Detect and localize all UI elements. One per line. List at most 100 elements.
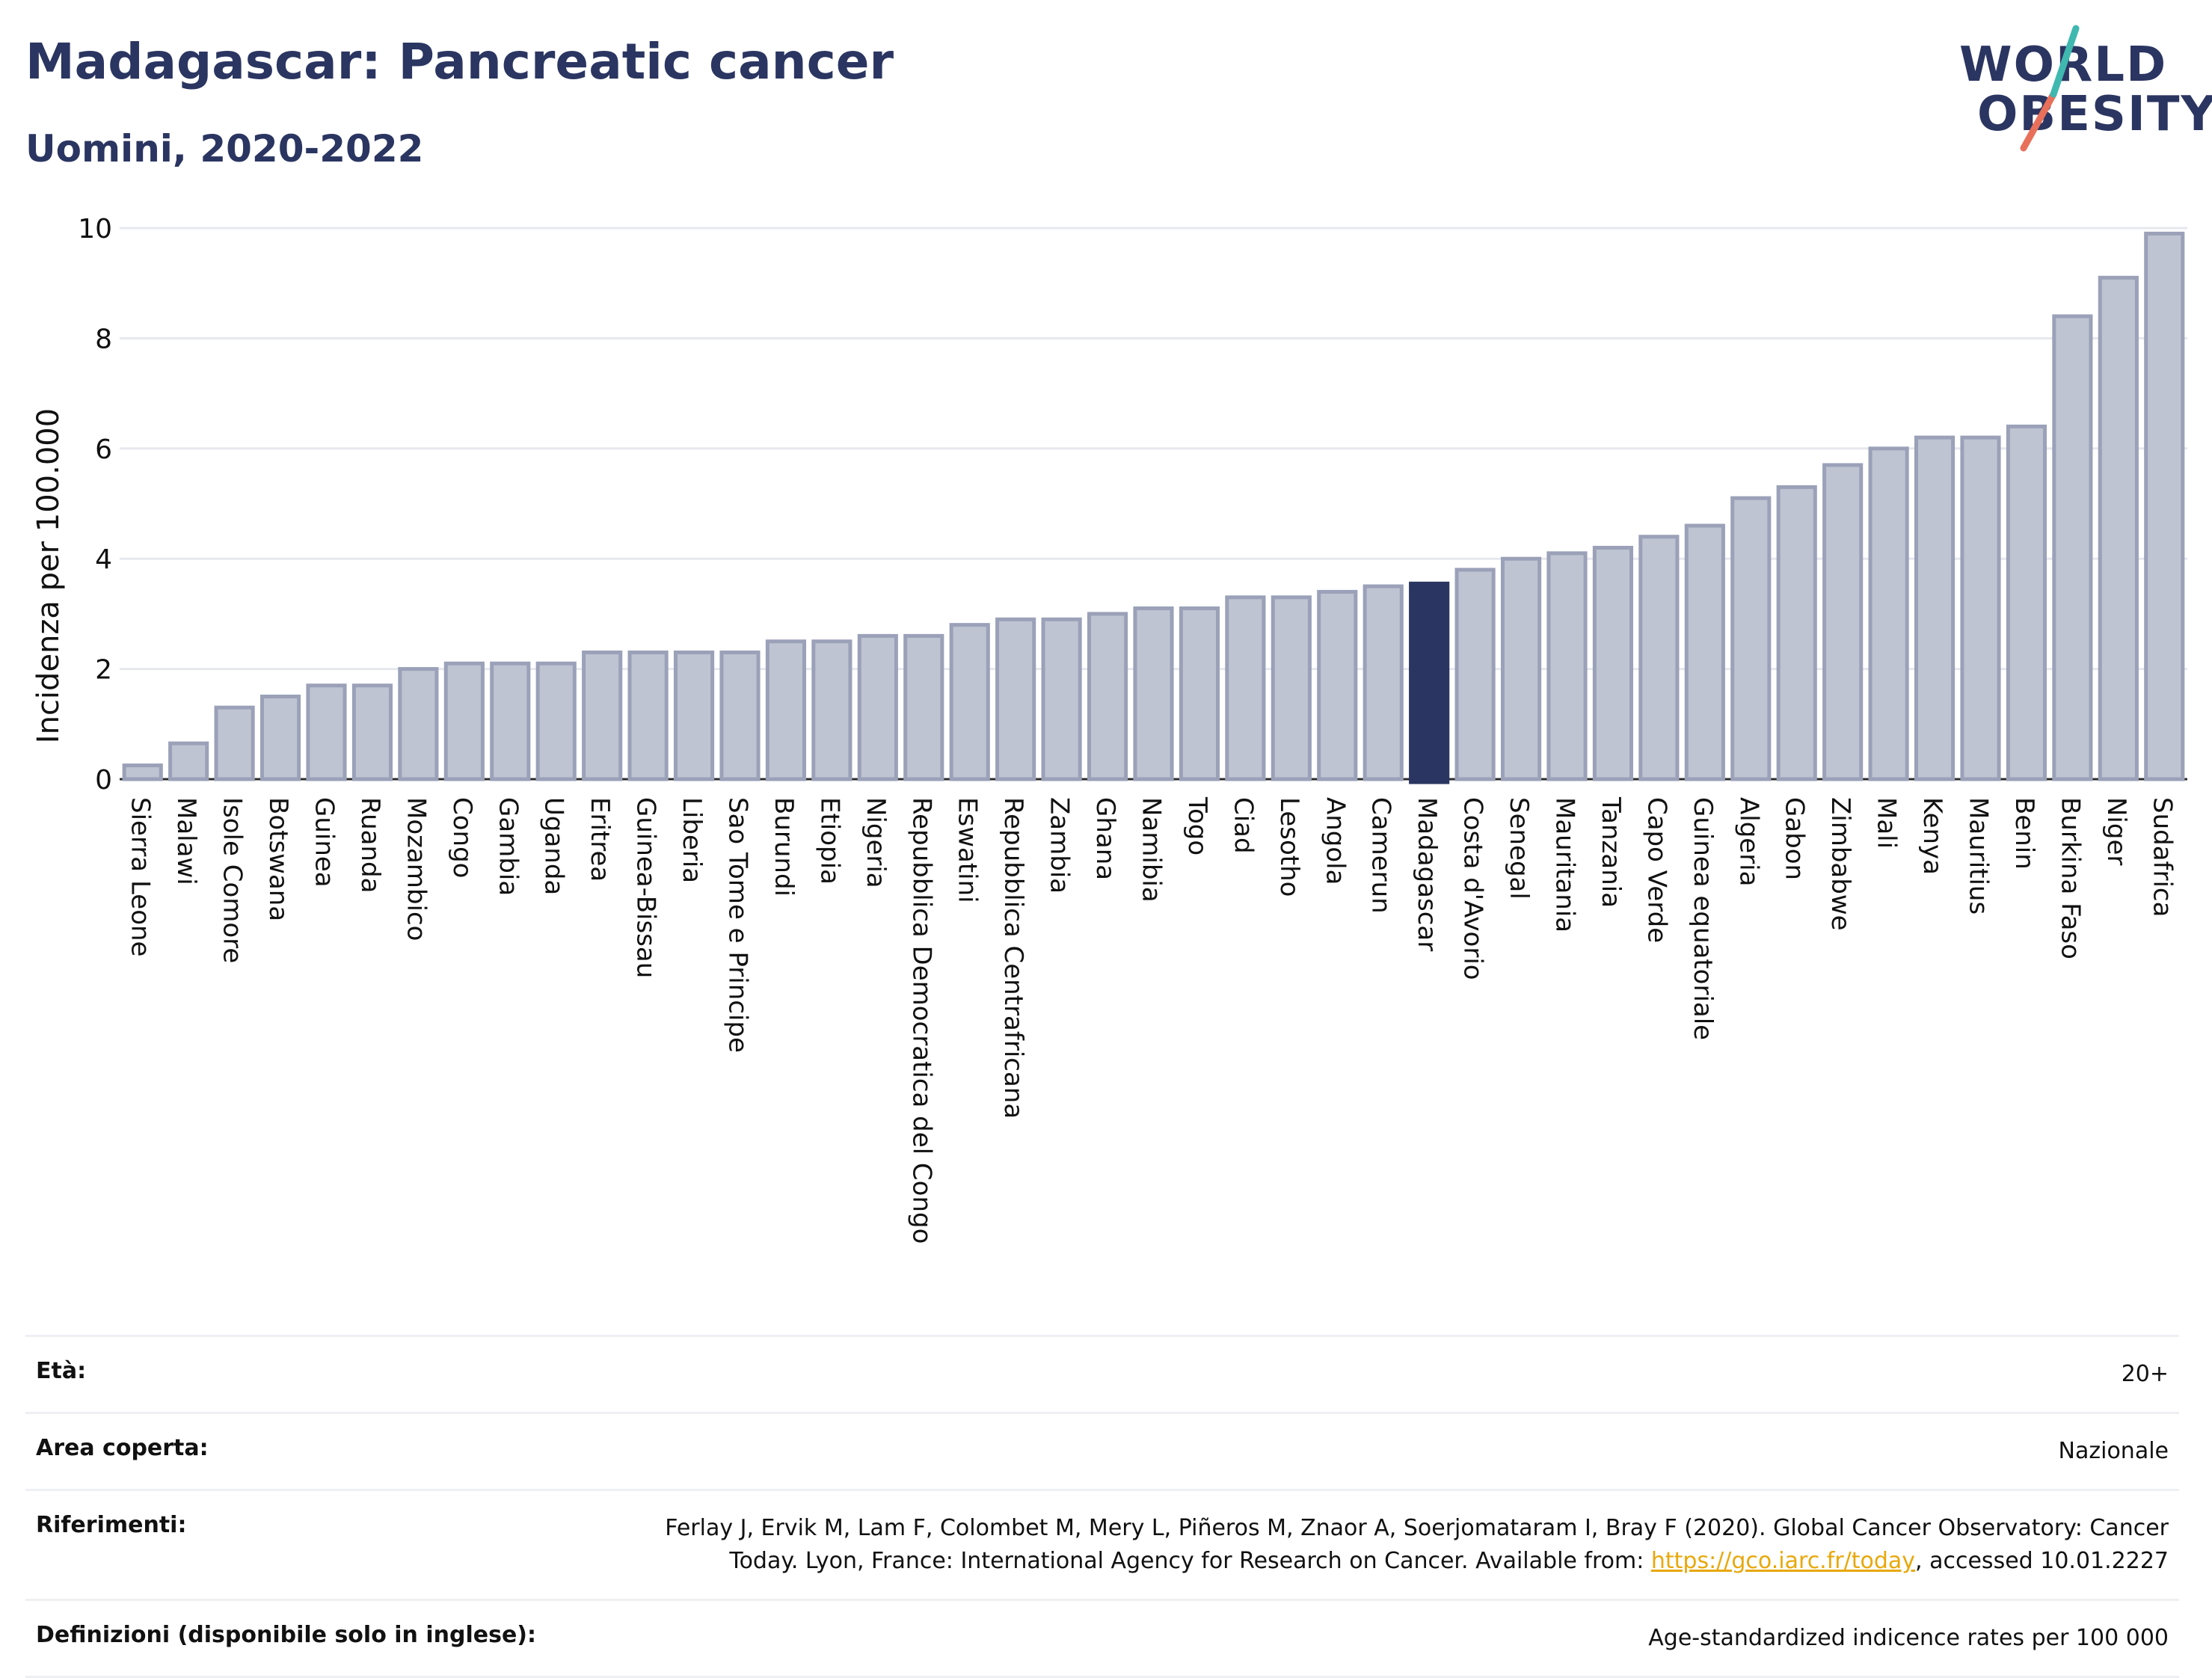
bar [627, 650, 669, 781]
x-tick-labels: Sierra Leone Malawi Isole Comore Botswana Gu… [126, 796, 2178, 1244]
bar [1454, 568, 1496, 781]
x-tick-label: Mauritius [1964, 797, 1994, 915]
bar [1776, 485, 1817, 781]
bar [259, 694, 301, 781]
y-tick-label: 2 [95, 655, 112, 686]
x-tick-label: Etiopia [814, 797, 844, 885]
x-tick-label: Lesotho [1274, 797, 1304, 897]
bar [1087, 612, 1128, 781]
age-label: Età: [36, 1358, 87, 1384]
bar [1592, 545, 1634, 781]
x-tick-label: Madagascar [1412, 797, 1442, 951]
x-tick-label: Gabon [1780, 797, 1810, 880]
references-line-2: Today. Lyon, France: International Agenc… [729, 1548, 1651, 1574]
info-row-age: Età: 20+ [25, 1337, 2179, 1414]
bar [995, 617, 1036, 781]
bar [1868, 446, 1909, 781]
bar [214, 705, 255, 781]
references-link[interactable]: https://gco.iarc.fr/today [1650, 1548, 1916, 1574]
x-tick-label: Eswatini [953, 797, 983, 903]
bar-highlight [1409, 581, 1450, 784]
x-tick-label: Congo [447, 797, 477, 878]
x-tick-label: Botswana [263, 797, 293, 921]
bar [1179, 606, 1220, 781]
bar [1684, 523, 1725, 781]
x-tick-label: Ruanda [355, 797, 385, 893]
bar [306, 683, 347, 781]
bar-chart: 0 2 4 6 8 10 Sierra Leone Malawi Isole Comore Bo… [31, 214, 2187, 1244]
bar [1362, 584, 1404, 781]
y-tick-label: 0 [95, 765, 112, 796]
y-tick-label: 4 [95, 544, 112, 575]
x-tick-label: Capo Verde [1641, 797, 1671, 943]
definitions-label: Definizioni (disponibile solo in inglese… [36, 1622, 536, 1648]
bar [857, 633, 898, 781]
x-tick-label: Mozambico [401, 797, 431, 941]
x-tick-label: Mauritania [1550, 797, 1580, 932]
y-tick-label: 8 [95, 324, 112, 354]
x-tick-label: Zambia [1045, 797, 1075, 894]
bar [765, 639, 807, 781]
logo-word-obesity: OBESITY [1977, 87, 2212, 142]
bar [582, 650, 623, 781]
bar [351, 683, 393, 781]
bar [122, 763, 163, 781]
bar [719, 650, 761, 781]
chart-subtitle: Uomini, 2020-2022 [25, 127, 424, 170]
info-row-area: Area coperta: Nazionale [25, 1414, 2179, 1491]
x-tick-label: Eritrea [585, 797, 615, 882]
x-tick-label: Sierra Leone [126, 797, 156, 956]
bar [168, 741, 209, 781]
x-tick-label: Uganda [539, 797, 569, 895]
bar [2098, 275, 2139, 781]
x-tick-label: Burkina Faso [2055, 797, 2085, 959]
bar [1638, 535, 1680, 781]
x-tick-label: Senegal [1504, 797, 1534, 900]
x-tick-label: Benin [2009, 797, 2039, 870]
x-tick-label: Gambia [493, 797, 523, 896]
x-tick-label: Guinea equatoriale [1688, 797, 1718, 1040]
world-obesity-logo: WORLD OBESITY [1944, 22, 2212, 157]
age-value: 20+ [2121, 1361, 2169, 1387]
x-tick-label: Zimbabwe [1825, 797, 1855, 931]
bar [1317, 589, 1358, 781]
x-tick-label: Niger [2101, 797, 2131, 865]
x-tick-label: Guinea-Bissau [631, 797, 661, 978]
x-tick-label: Repubblica Centrafricana [998, 797, 1028, 1119]
bar [949, 623, 990, 781]
x-tick-label: Liberia [677, 797, 707, 883]
x-tick-label: Burundi [769, 797, 799, 897]
bar [443, 661, 485, 781]
bar [1133, 606, 1174, 781]
bars [122, 231, 2185, 784]
y-axis-label: Incidenza per 100.000 [31, 408, 66, 743]
x-tick-label: Ghana [1090, 797, 1120, 880]
x-tick-label: Guinea [310, 797, 340, 888]
bar [1546, 551, 1588, 781]
bar [398, 667, 439, 781]
x-tick-label: Togo [1182, 796, 1212, 855]
x-tick-label: Isole Comore [218, 797, 248, 963]
references-line-1: Ferlay J, Ervik M, Lam F, Colombet M, Me… [665, 1515, 2169, 1541]
chart-title: Madagascar: Pancreatic cancer [25, 33, 894, 90]
bar [1914, 435, 1956, 781]
bar [2006, 424, 2047, 781]
references-accessed: , accessed 10.01.2227 [1915, 1548, 2169, 1574]
x-tick-label: Algeria [1733, 797, 1763, 886]
x-tick-label: Namibia [1137, 797, 1167, 903]
area-value: Nazionale [2058, 1438, 2169, 1464]
info-table: Età: 20+ Area coperta: Nazionale Riferim… [25, 1335, 2179, 1678]
x-tick-label: Mali [1872, 797, 1902, 849]
bar [535, 661, 577, 781]
x-tick-label: Ciad [1228, 797, 1258, 854]
bar [490, 661, 531, 781]
x-tick-label: Kenya [1917, 797, 1947, 875]
bar [1822, 463, 1864, 781]
logo-slash-icon [2020, 25, 2080, 152]
info-row-definitions: Definizioni (disponibile solo in inglese… [25, 1601, 2179, 1678]
x-tick-label: Camerun [1366, 797, 1396, 914]
bar [673, 650, 715, 781]
bar [1730, 496, 1772, 781]
references-value: Ferlay J, Ervik M, Lam F, Colombet M, Me… [665, 1512, 2169, 1578]
x-tick-label: Angola [1320, 797, 1350, 885]
